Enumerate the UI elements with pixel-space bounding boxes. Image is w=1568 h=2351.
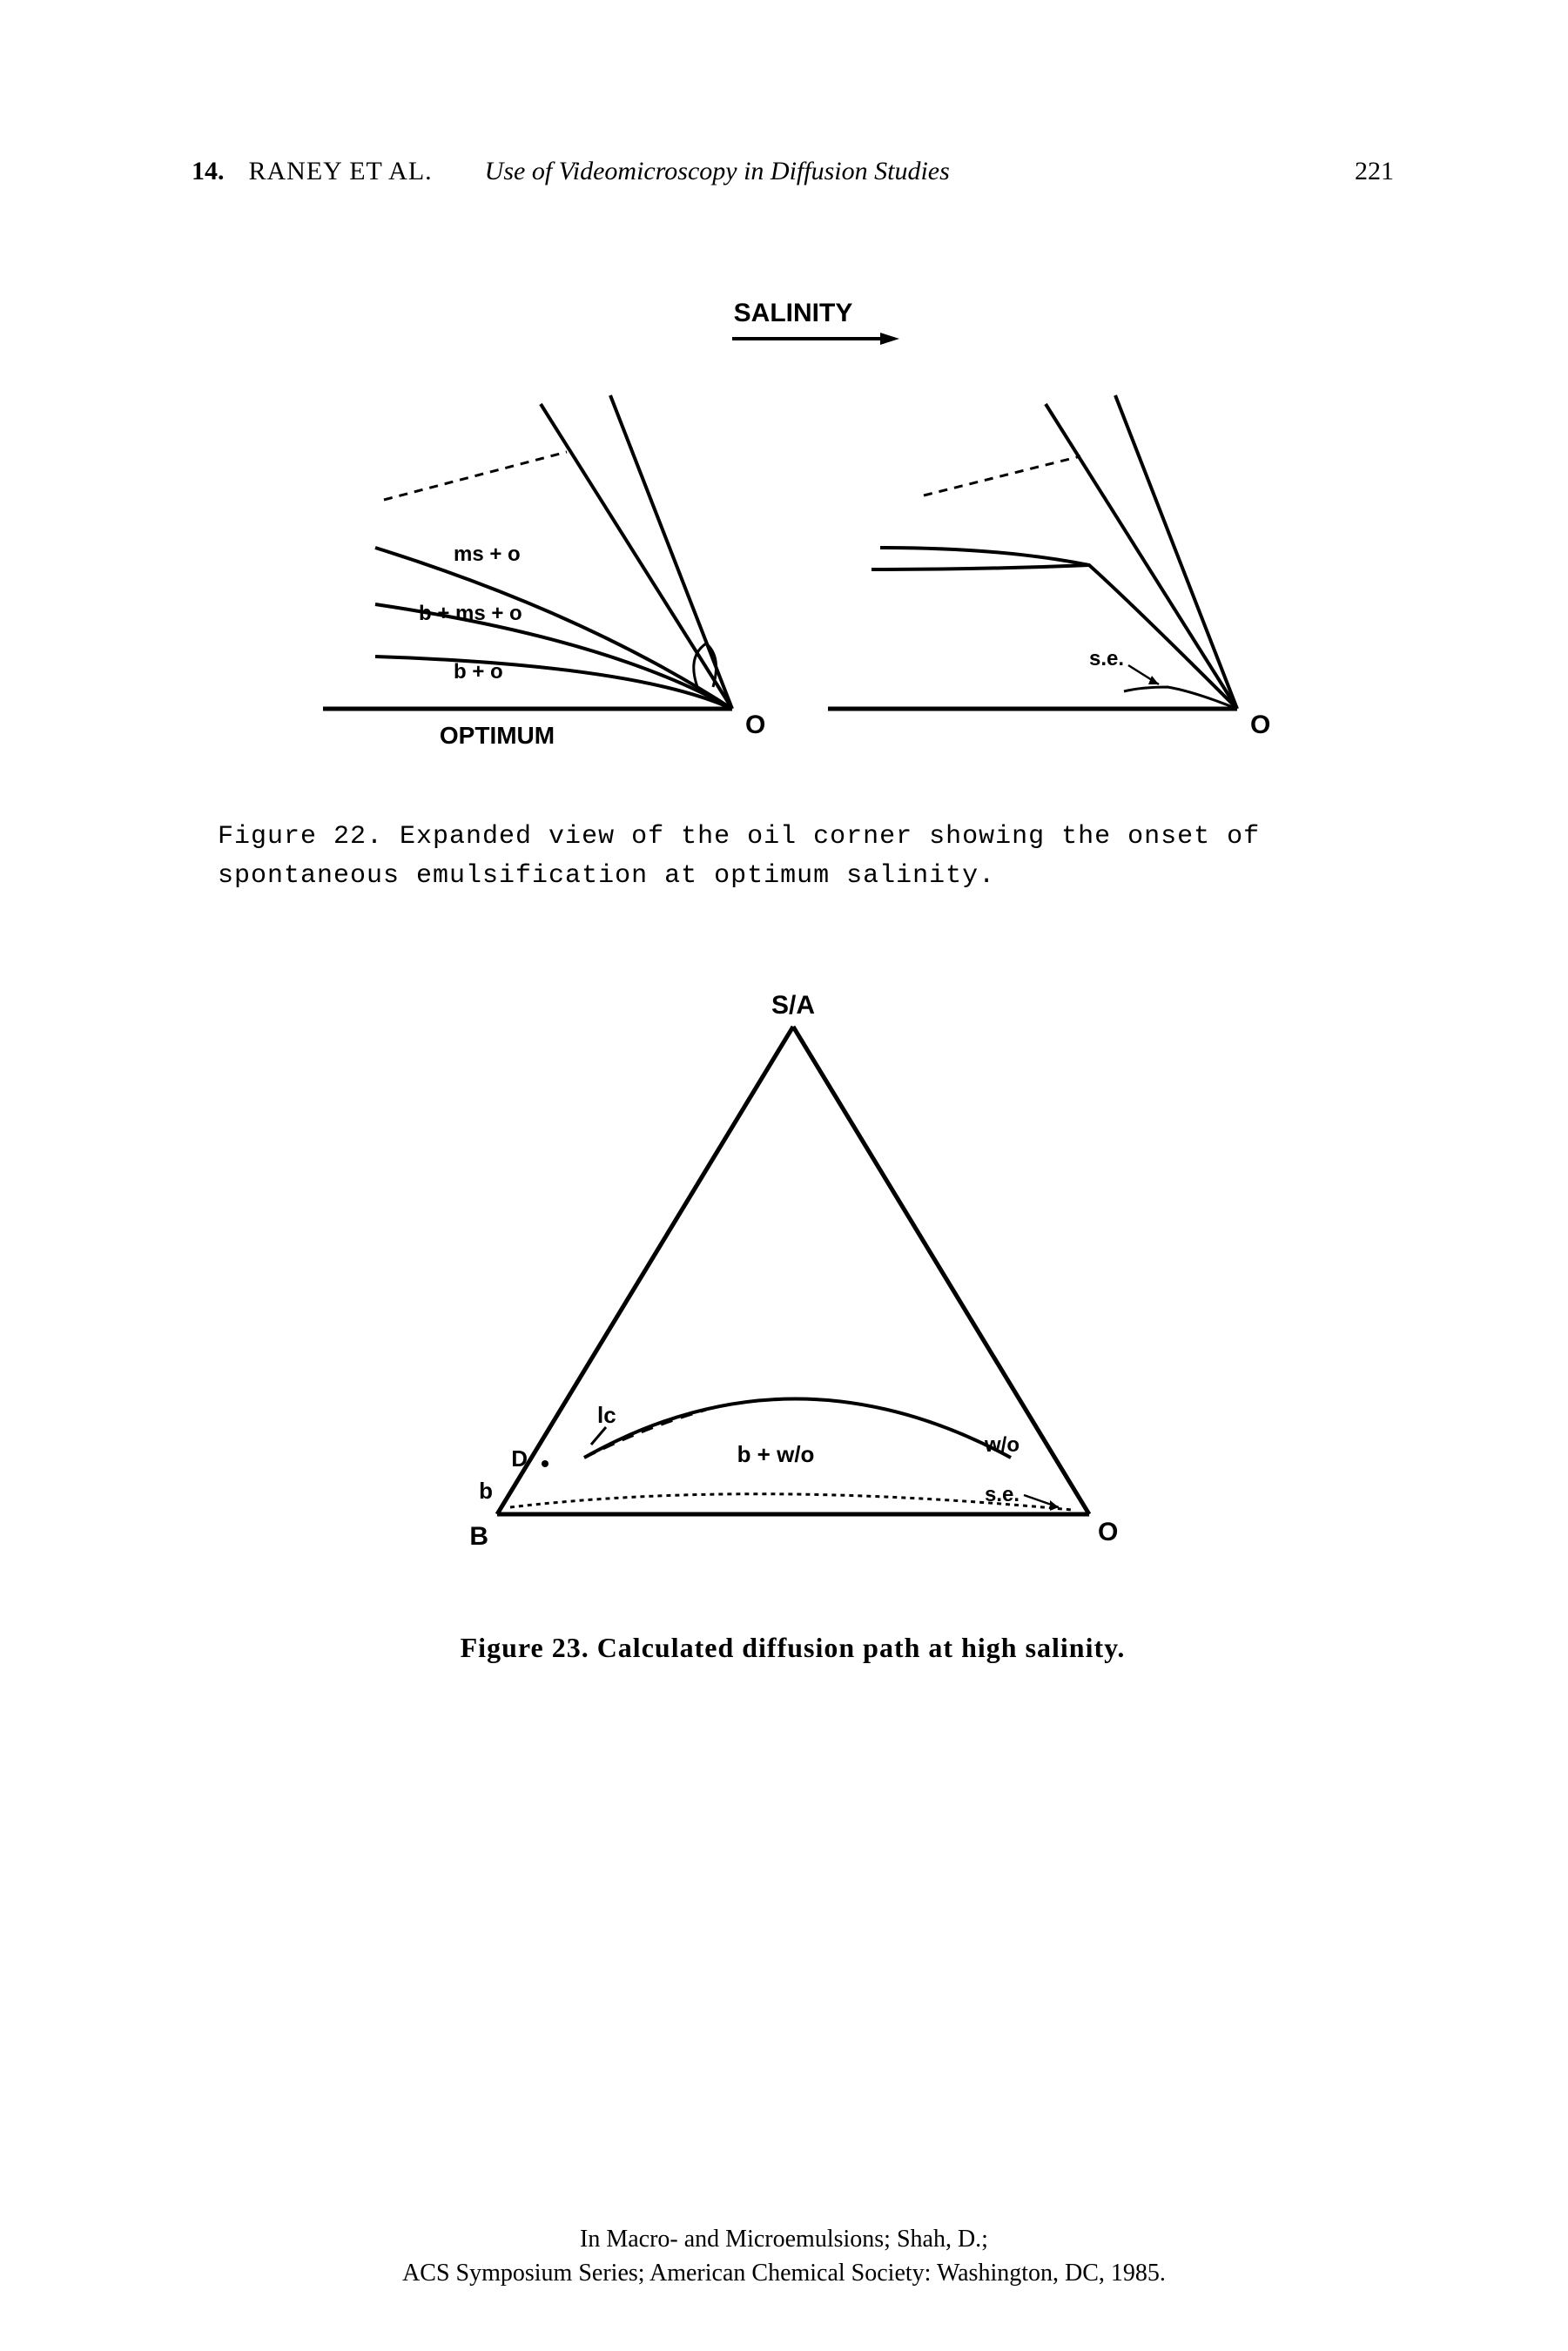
- fig23-b-label: b: [479, 1478, 493, 1504]
- salinity-label: SALINITY: [733, 299, 852, 327]
- fig23-lc-label: lc: [597, 1402, 616, 1428]
- header-authors: RANEY ET AL.: [249, 157, 433, 186]
- fig23-d-label: D: [511, 1445, 528, 1472]
- fig23-se-label: s.e.: [985, 1483, 1020, 1506]
- header-title: Use of Videomicroscopy in Diffusion Stud…: [485, 157, 1320, 186]
- fig22-left-label-top: ms + o: [454, 542, 521, 566]
- figure-23: S/A B O lc D b b + w/o: [192, 974, 1394, 1664]
- salinity-arrow-head: [880, 333, 899, 345]
- fig22-left-diagram: ms + o b + ms + o b + o OPTIMUM O: [323, 395, 765, 749]
- fig23-apex-label: S/A: [771, 991, 814, 1020]
- fig23-region-label: b + w/o: [737, 1441, 814, 1467]
- fig22-right-corner-o: O: [1250, 711, 1270, 739]
- figure-22-svg: SALINITY: [271, 291, 1316, 778]
- footer-line-2: ACS Symposium Series; American Chemical …: [0, 2256, 1568, 2290]
- figure-22-caption: Figure 22. Expanded view of the oil corn…: [218, 818, 1368, 896]
- page-number: 221: [1355, 157, 1394, 186]
- fig22-left-label-mid: b + ms + o: [419, 602, 522, 625]
- running-header: 14. RANEY ET AL. Use of Videomicroscopy …: [192, 157, 1394, 186]
- chapter-number: 14.: [192, 157, 225, 186]
- page-footer: In Macro- and Microemulsions; Shah, D.; …: [0, 2222, 1568, 2290]
- fig22-right-diagram: s.e. O: [828, 395, 1270, 739]
- fig22-left-corner-o: O: [745, 711, 765, 739]
- fig23-right-vertex: O: [1098, 1518, 1118, 1546]
- figure-23-caption: Figure 23. Calculated diffusion path at …: [192, 1632, 1394, 1664]
- fig22-left-label-bot: b + o: [454, 660, 503, 684]
- fig22-right-se-label: s.e.: [1089, 647, 1124, 670]
- fig23-wo-label: w/o: [984, 1433, 1020, 1457]
- figure-22: SALINITY: [192, 291, 1394, 783]
- page: 14. RANEY ET AL. Use of Videomicroscopy …: [0, 0, 1568, 2351]
- figure-23-svg: S/A B O lc D b b + w/o: [401, 974, 1185, 1601]
- footer-line-1: In Macro- and Microemulsions; Shah, D.;: [0, 2222, 1568, 2256]
- fig23-left-vertex: B: [469, 1522, 488, 1551]
- fig22-left-xlabel: OPTIMUM: [439, 722, 554, 749]
